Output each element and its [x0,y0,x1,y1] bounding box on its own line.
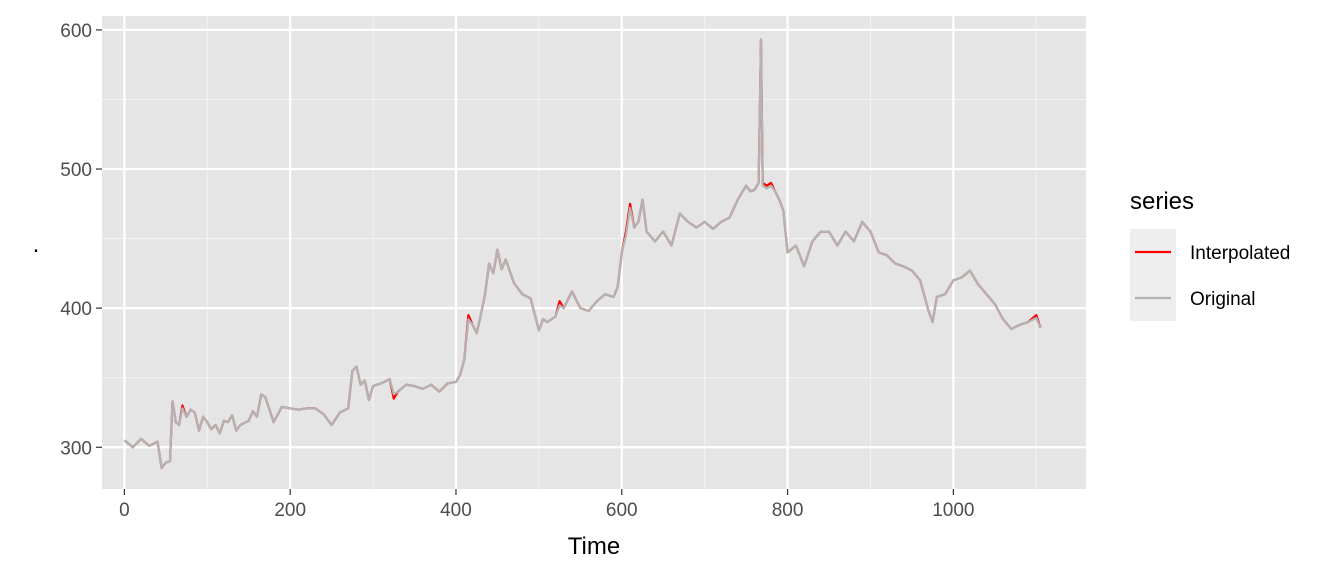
legend-label: Original [1190,289,1255,310]
y-tick-label: 600 [60,21,92,42]
x-tick-label: 400 [440,500,472,521]
x-tick-label: 1000 [932,500,974,521]
legend: series Interpolated Original [1130,188,1290,321]
series-layer [123,38,1042,470]
x-tick-label: 0 [119,500,130,521]
x-tick-label: 600 [606,500,638,521]
y-tick-label: 300 [60,438,92,459]
plot-panel [102,16,1086,489]
legend-label: Interpolated [1190,243,1290,264]
x-axis-title: Time [568,533,620,560]
x-tick-label: 800 [772,500,804,521]
y-axis-title: . [33,231,40,258]
y-tick-label: 400 [60,299,92,320]
x-tick-label: 200 [274,500,306,521]
legend-title: series [1130,188,1194,215]
legend-entries: Interpolated Original [1130,229,1290,321]
y-tick-label: 500 [60,160,92,181]
legend-entry-interpolated: Interpolated [1130,229,1290,275]
y-axis: 300 400 500 600 [60,21,102,459]
grid-lines [102,16,1086,489]
x-axis: 0 200 400 600 800 1000 [119,489,975,521]
legend-entry-original: Original [1130,275,1255,321]
series-line-original [123,38,1042,470]
